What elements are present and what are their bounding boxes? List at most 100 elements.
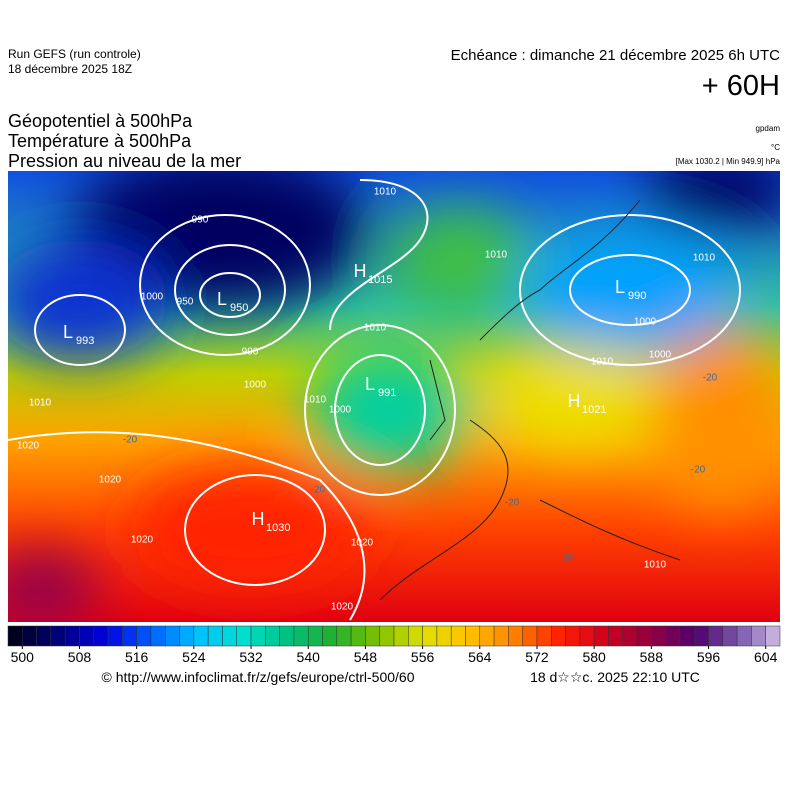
colorbar-cell bbox=[379, 625, 395, 647]
colorbar-cell bbox=[250, 625, 266, 647]
colorbar-cell bbox=[93, 625, 109, 647]
center-value: 993 bbox=[76, 335, 94, 347]
colorbar-tick-label: 524 bbox=[182, 649, 206, 665]
colorbar-cell bbox=[50, 625, 66, 647]
colorbar-cell bbox=[465, 625, 481, 647]
colorbar-cell bbox=[350, 625, 366, 647]
isotherm-label: -20 bbox=[123, 435, 138, 446]
center-value: 991 bbox=[378, 387, 396, 399]
unit-label: gpdam bbox=[756, 124, 781, 133]
isobar-label: 1020 bbox=[331, 602, 354, 613]
source-url[interactable]: © http://www.infoclimat.fr/z/gefs/europe… bbox=[101, 669, 414, 685]
colorbar-cell bbox=[651, 625, 666, 647]
colorbar-cell bbox=[393, 625, 409, 647]
colorbar-tick-label: 588 bbox=[640, 649, 664, 665]
colorbar-cell bbox=[608, 625, 623, 647]
center-value: 950 bbox=[230, 302, 248, 314]
isobar-label: 1010 bbox=[644, 560, 667, 571]
colorbar-cell bbox=[293, 625, 309, 647]
run-date: 18 décembre 2025 18Z bbox=[8, 62, 132, 76]
colorbar-cell bbox=[751, 625, 766, 647]
isotherm-label: -20 bbox=[703, 373, 718, 384]
colorbar-cell bbox=[265, 625, 280, 647]
colorbar: 500 508 516 524 532 540 548 556 564 572 580 588 596 6… bbox=[7, 625, 781, 665]
title-line: Géopotentiel à 500hPa bbox=[8, 111, 193, 131]
colorbar-cell bbox=[365, 625, 380, 647]
colorbar-cell bbox=[708, 625, 724, 647]
timestamp: 18 d☆☆c. 2025 22:10 UTC bbox=[530, 669, 700, 685]
colorbar-tick-label: 604 bbox=[754, 649, 778, 665]
isobar-label: 1000 bbox=[634, 317, 657, 328]
center-value: 990 bbox=[628, 290, 646, 302]
valid-time: Echéance : dimanche 21 décembre 2025 6h … bbox=[451, 47, 781, 64]
colorbar-cell bbox=[579, 625, 595, 647]
colorbar-cell bbox=[136, 625, 152, 647]
colorbar-cell bbox=[64, 625, 80, 647]
colorbar-cell bbox=[593, 625, 609, 647]
colorbar-tick-label: 564 bbox=[468, 649, 492, 665]
isotherm-label: -20 bbox=[559, 553, 574, 564]
isotherm-label: -20 bbox=[691, 465, 706, 476]
lead-time: + 60H bbox=[702, 70, 780, 102]
colorbar-tick-label: 580 bbox=[582, 649, 606, 665]
colorbar-cell bbox=[436, 625, 452, 647]
colorbar-cell bbox=[322, 625, 338, 647]
colorbar-cell bbox=[107, 625, 123, 647]
isobar-label: 1000 bbox=[649, 350, 672, 361]
colorbar-cell bbox=[307, 625, 323, 647]
isobar-label: 1010 bbox=[29, 398, 52, 409]
isobar-label: 1000 bbox=[329, 405, 352, 416]
colorbar-cell bbox=[722, 625, 738, 647]
isobar-label: 1010 bbox=[364, 323, 387, 334]
title-line: Température à 500hPa bbox=[8, 131, 192, 151]
colorbar-tick-label: 556 bbox=[411, 649, 435, 665]
isobar-label: 1010 bbox=[485, 250, 508, 261]
unit-label: [Max 1030.2 | Min 949.9] hPa bbox=[676, 157, 781, 166]
colorbar-cell bbox=[565, 625, 581, 647]
center-symbol: H bbox=[568, 391, 581, 411]
colorbar-cell bbox=[36, 625, 52, 647]
colorbar-cell bbox=[422, 625, 438, 647]
colorbar-tick-label: 532 bbox=[239, 649, 263, 665]
colorbar-cell bbox=[536, 625, 552, 647]
isobar-label: 1010 bbox=[304, 395, 327, 406]
colorbar-cell bbox=[408, 625, 423, 647]
colorbar-cell bbox=[279, 625, 295, 647]
colorbar-cell bbox=[222, 625, 237, 647]
center-value: 1015 bbox=[368, 274, 392, 286]
colorbar-cell bbox=[165, 625, 180, 647]
colorbar-cell bbox=[450, 625, 466, 647]
isotherm-label: -20 bbox=[311, 485, 326, 496]
isobar-label: 990 bbox=[192, 215, 209, 226]
isotherm-label: -20 bbox=[505, 498, 520, 509]
colorbar-cell bbox=[522, 625, 538, 647]
run-label: Run GEFS (run controle) bbox=[8, 47, 141, 61]
center-symbol: H bbox=[354, 261, 367, 281]
colorbar-cell bbox=[551, 625, 566, 647]
colorbar-cell bbox=[179, 625, 195, 647]
colorbar-tick-label: 572 bbox=[525, 649, 549, 665]
center-symbol: L bbox=[217, 289, 227, 309]
center-symbol: H bbox=[252, 509, 265, 529]
center-value: 1030 bbox=[266, 522, 290, 534]
colorbar-cell bbox=[150, 625, 166, 647]
colorbar-cell bbox=[693, 625, 709, 647]
colorbar-cell bbox=[508, 625, 523, 647]
colorbar-cell bbox=[122, 625, 137, 647]
colorbar-tick-label: 516 bbox=[125, 649, 149, 665]
colorbar-cell bbox=[736, 625, 752, 647]
colorbar-tick-label: 540 bbox=[297, 649, 321, 665]
colorbar-cell bbox=[22, 625, 37, 647]
center-symbol: L bbox=[63, 322, 73, 342]
isobar-label: 950 bbox=[177, 297, 194, 308]
center-symbol: L bbox=[615, 277, 625, 297]
title-line: Pression au niveau de la mer bbox=[8, 151, 241, 171]
isobar-label: 1000 bbox=[244, 380, 267, 391]
colorbar-cell bbox=[622, 625, 638, 647]
unit-label: °C bbox=[771, 143, 780, 152]
colorbar-tick-label: 500 bbox=[11, 649, 35, 665]
colorbar-cell bbox=[193, 625, 209, 647]
